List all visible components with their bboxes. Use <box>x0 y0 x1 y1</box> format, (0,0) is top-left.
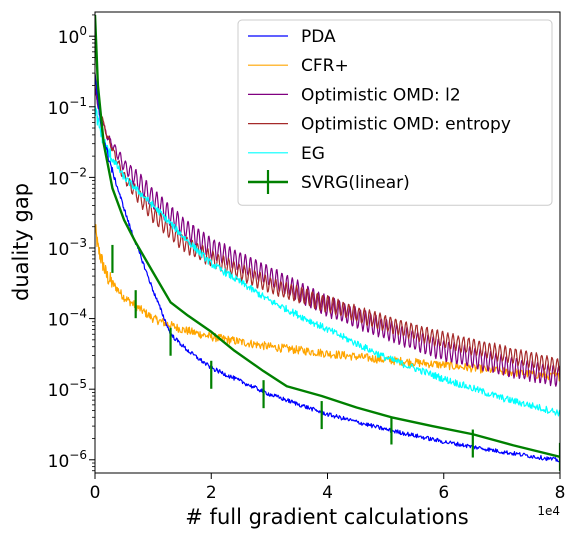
x-tick-label: 6 <box>438 483 449 503</box>
x-tick-label: 0 <box>90 483 101 503</box>
legend-label: SVRG(linear) <box>301 173 410 193</box>
x-tick-label: 8 <box>555 483 566 503</box>
y-tick-label: 10−1 <box>48 95 87 119</box>
y-tick-label: 10−6 <box>48 448 87 472</box>
legend: PDA CFR+ Optimistic OMD: l2 Optimistic OMD:… <box>237 19 553 206</box>
legend-box <box>237 19 553 206</box>
series-layer <box>95 14 560 471</box>
x-axis-scale-label: 1e4 <box>537 504 560 518</box>
series-line-2 <box>95 85 560 387</box>
legend-label: PDA <box>301 27 336 47</box>
x-axis-label: # full gradient calculations <box>185 505 468 529</box>
y-axis-label: duality gap <box>9 183 33 301</box>
legend-label: CFR+ <box>301 56 349 76</box>
y-tick-label: 10−3 <box>48 236 87 260</box>
legend-label: EG <box>301 144 325 164</box>
y-tick-label: 100 <box>58 24 87 48</box>
series-line-1 <box>95 224 560 382</box>
legend-label: Optimistic OMD: entropy <box>301 115 511 135</box>
x-tick-label: 4 <box>322 483 333 503</box>
series-line-svrg <box>95 14 560 459</box>
y-tick-label: 10−4 <box>48 307 87 331</box>
y-tick-label: 10−2 <box>48 165 87 189</box>
legend-label: Optimistic OMD: l2 <box>301 85 461 105</box>
ticks-layer: 0 2 4 6 8 10−6 10−5 10−4 10−3 10−2 10−1 100 <box>48 14 566 503</box>
y-tick-label: 10−5 <box>48 377 87 401</box>
series-line-4 <box>95 105 560 417</box>
series-line-3 <box>95 73 560 375</box>
x-tick-label: 2 <box>206 483 217 503</box>
